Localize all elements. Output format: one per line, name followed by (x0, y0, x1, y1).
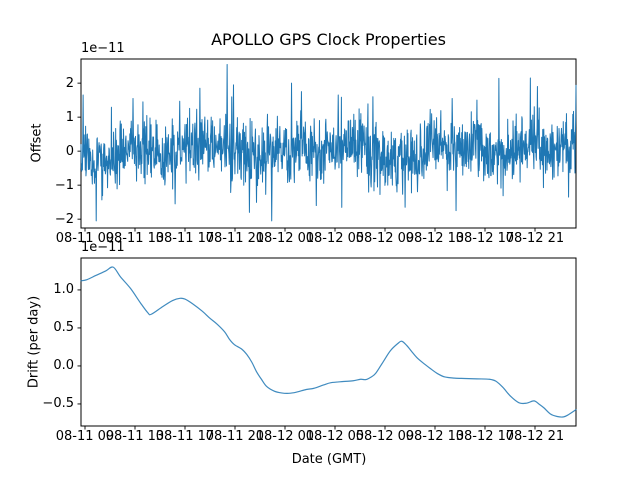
x-tick-label: 08-12 21 (505, 231, 565, 246)
x-tick-label: 08-12 13 (405, 231, 465, 246)
x-tick-label: 08-12 17 (455, 429, 515, 444)
x-tick-label: 08-12 17 (455, 231, 515, 246)
y-tick-label: 0 (65, 143, 74, 159)
x-tick-label: 08-11 13 (105, 429, 165, 444)
offset-series-line (80, 63, 577, 222)
x-tick-label: 08-11 21 (205, 231, 265, 246)
y-tick-label: 1 (65, 109, 74, 125)
x-tick-label: 08-11 09 (55, 429, 115, 444)
x-tick-label: 08-12 09 (355, 231, 415, 246)
chart-title: APOLLO GPS Clock Properties (211, 30, 446, 49)
x-tick-label: 08-11 17 (155, 231, 215, 246)
y-axis-label-drift: Drift (per day) (26, 295, 42, 389)
x-tick-label: 08-12 21 (505, 429, 565, 444)
x-tick-label: 08-12 05 (305, 231, 365, 246)
drift-series-line (80, 266, 577, 418)
x-tick-label: 08-12 13 (405, 429, 465, 444)
x-tick-label: 08-12 09 (355, 429, 415, 444)
x-tick-label: 08-11 09 (55, 231, 115, 246)
x-axis-label-date: Date (GMT) (291, 452, 367, 467)
x-tick-label: 08-11 13 (105, 231, 165, 246)
y-tick-label: 1.0 (53, 282, 74, 298)
y-axis-label-offset: Offset (29, 123, 45, 163)
offset-scale-label-top: 1e−11 (81, 41, 125, 56)
y-tick-label: −0.5 (42, 396, 74, 412)
y-tick-label: 0.5 (53, 320, 74, 336)
y-tick-label: −1 (54, 177, 74, 193)
y-tick-label: 2 (65, 75, 74, 91)
x-tick-label: 08-11 17 (155, 429, 215, 444)
x-tick-label: 08-12 01 (255, 429, 315, 444)
y-tick-label: −2 (54, 211, 74, 227)
offset-scale-label-bottom: 1e−11 (81, 240, 125, 255)
x-tick-label: 08-11 21 (205, 429, 265, 444)
x-tick-label: 08-12 05 (305, 429, 365, 444)
y-tick-label: 0.0 (53, 358, 74, 374)
x-tick-label: 08-12 01 (255, 231, 315, 246)
